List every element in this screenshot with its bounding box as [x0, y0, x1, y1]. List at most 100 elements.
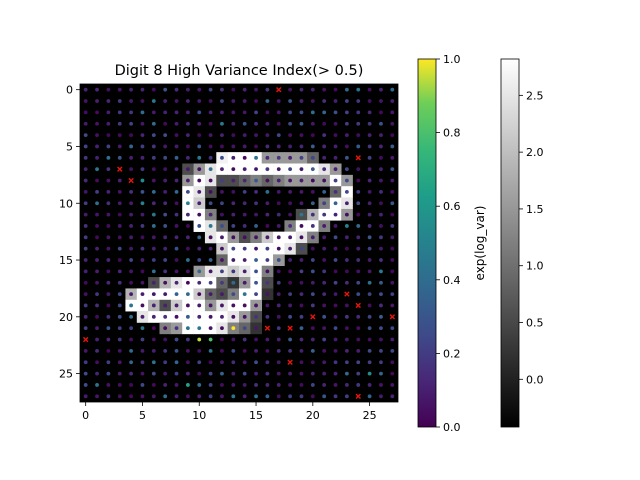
variance-dot — [208, 144, 213, 149]
x-tick-label: 20 — [306, 409, 320, 422]
variance-dot — [117, 258, 122, 262]
variance-dot — [117, 133, 122, 138]
variance-dot — [231, 121, 236, 126]
variance-dot — [379, 99, 383, 103]
colorbar-image-tick-label: 2.5 — [526, 89, 544, 102]
variance-dot — [254, 235, 258, 240]
variance-dot — [231, 371, 236, 376]
variance-dot — [322, 99, 327, 103]
variance-dot — [299, 258, 304, 262]
variance-dot — [106, 371, 111, 376]
variance-dot — [117, 360, 122, 365]
variance-dot — [367, 303, 372, 308]
variance-dot — [197, 121, 202, 126]
variance-dot — [344, 326, 349, 331]
variance-dot — [163, 280, 168, 285]
variance-dot — [95, 326, 99, 331]
variance-dot — [344, 269, 349, 274]
variance-dot — [276, 99, 281, 103]
variance-dot — [83, 348, 88, 353]
variance-dot — [356, 292, 361, 297]
colorbar-dots-tick-label: 0.4 — [443, 274, 461, 287]
variance-dot — [129, 212, 134, 217]
variance-dot — [83, 144, 88, 149]
variance-dot — [276, 292, 281, 297]
variance-dot — [367, 360, 372, 365]
variance-dot — [288, 348, 293, 353]
variance-dot — [242, 360, 247, 365]
high-variance-x-mark — [344, 291, 350, 297]
variance-dot — [174, 360, 179, 365]
variance-dot — [288, 394, 293, 399]
variance-dot — [254, 394, 258, 399]
y-tick-label: 5 — [66, 140, 73, 153]
variance-dot — [106, 224, 111, 228]
variance-dot — [254, 292, 258, 297]
variance-dot — [390, 303, 395, 308]
variance-dot — [106, 383, 111, 387]
variance-dot — [242, 178, 247, 183]
variance-dot — [390, 99, 395, 103]
variance-dot — [163, 133, 168, 138]
variance-dot — [333, 121, 338, 126]
variance-dot — [242, 155, 247, 160]
variance-dot — [333, 155, 338, 160]
variance-dot — [220, 235, 224, 240]
variance-dot — [83, 189, 88, 194]
variance-dot — [310, 383, 315, 387]
variance-dot — [197, 178, 202, 183]
variance-dot — [276, 269, 281, 274]
colorbar-dots-label: exp(log_var) — [473, 206, 487, 281]
variance-dot — [185, 360, 190, 365]
variance-dot — [276, 360, 281, 365]
variance-dot — [163, 224, 168, 228]
variance-dot — [140, 133, 145, 138]
variance-dot — [163, 155, 168, 160]
variance-dot — [379, 144, 383, 149]
high-variance-x-mark — [117, 166, 123, 172]
variance-dot — [310, 110, 315, 115]
variance-dot — [254, 87, 258, 92]
variance-dot — [265, 167, 270, 172]
variance-dot — [208, 155, 213, 160]
variance-dot — [231, 360, 236, 365]
variance-dot — [254, 371, 258, 376]
variance-dot — [322, 110, 327, 115]
variance-dot — [367, 133, 372, 138]
variance-dot — [344, 360, 349, 365]
variance-dot — [163, 348, 168, 353]
variance-dot — [265, 337, 270, 342]
variance-dot — [379, 246, 383, 251]
variance-dot — [367, 258, 372, 262]
variance-dot — [379, 110, 383, 115]
variance-dot — [208, 326, 213, 331]
variance-dot — [185, 280, 190, 285]
variance-dot — [322, 303, 327, 308]
variance-dot — [117, 144, 122, 149]
variance-dot — [390, 246, 395, 251]
variance-dot — [276, 246, 281, 251]
variance-dot — [288, 235, 293, 240]
variance-dot — [231, 337, 236, 342]
variance-dot — [344, 212, 349, 217]
variance-dot — [129, 121, 134, 126]
variance-dot — [83, 280, 88, 285]
variance-dot — [265, 235, 270, 240]
variance-dot — [367, 212, 372, 217]
variance-dot — [151, 99, 156, 103]
variance-dot — [288, 224, 293, 228]
variance-dot — [231, 394, 236, 399]
variance-dot — [367, 121, 372, 126]
variance-dot — [151, 348, 156, 353]
variance-dot — [276, 133, 281, 138]
variance-dot — [333, 167, 338, 172]
variance-dot — [379, 258, 383, 262]
variance-dot — [231, 201, 236, 206]
colorbar-image-tick-label: 1.5 — [526, 203, 544, 216]
variance-dot — [390, 348, 395, 353]
variance-dot — [185, 269, 190, 274]
variance-dot — [356, 246, 361, 251]
variance-dot — [390, 201, 395, 206]
variance-dot — [344, 110, 349, 115]
variance-dot — [151, 212, 156, 217]
